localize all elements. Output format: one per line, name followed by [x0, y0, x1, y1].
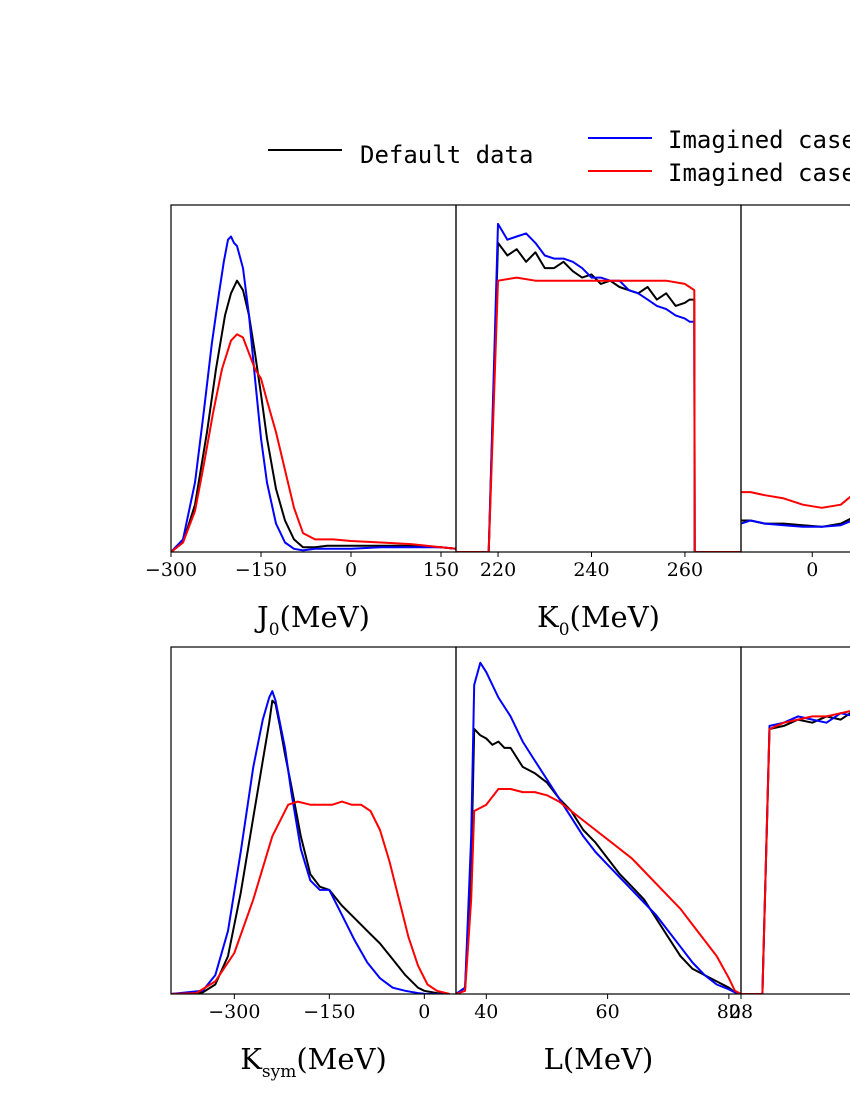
series-group	[741, 710, 850, 994]
series-group	[171, 690, 450, 994]
series-line-1	[456, 728, 741, 994]
x-axis-label: Ksym(MeV)	[240, 1042, 387, 1082]
x-tick-label: −150	[235, 559, 287, 581]
x-tick-label: −300	[145, 559, 197, 581]
series-line-2	[741, 712, 850, 994]
x-axis-label: K0(MeV)	[537, 600, 660, 640]
legend-label: Imagined case	[668, 126, 850, 154]
series-line-3	[456, 788, 741, 994]
plot-frame	[740, 646, 850, 995]
series-line-2	[456, 661, 741, 994]
series-line-3	[456, 276, 741, 552]
series-line-2	[741, 519, 850, 528]
panel-3: 0Jsym	[740, 204, 850, 581]
x-tick-label: 80	[717, 1001, 741, 1023]
series-line-3	[741, 491, 850, 509]
series-line-1	[171, 699, 450, 994]
x-tick-label: 240	[573, 559, 609, 581]
series-group	[171, 235, 456, 552]
x-tick-label: −300	[208, 1001, 260, 1023]
series-line-2	[456, 222, 741, 552]
plot-frame	[455, 204, 742, 553]
series-group	[456, 661, 741, 994]
series-line-1	[171, 279, 456, 552]
series-line-3	[741, 710, 850, 994]
x-tick-label: 0	[418, 1001, 430, 1023]
series-group	[741, 491, 850, 528]
series-line-1	[741, 517, 850, 528]
x-axis-label: L(MeV)	[544, 1042, 654, 1076]
legend-item: Imagined case	[588, 159, 850, 187]
panel-5: 40 60 80 L(MeV)	[455, 646, 742, 1076]
legend-label: Default data	[360, 141, 533, 169]
x-tick-label: 40	[474, 1001, 498, 1023]
x-tick-label: 0	[806, 559, 818, 581]
series-line-1	[456, 241, 741, 552]
series-line-3	[171, 333, 456, 552]
legend-item: Default data	[268, 141, 533, 169]
plot-frame	[170, 646, 457, 995]
x-tick-label: 0	[345, 559, 357, 581]
legend: Default data Imagined case Imagined case	[268, 126, 850, 187]
plot-grid: −300 −150 0 150 J0(MeV) 220 240 260 K0(MeV) 0Jsym…	[145, 204, 850, 1082]
series-line-2	[171, 235, 456, 552]
plot-frame	[740, 204, 850, 553]
x-axis-label: J0(MeV)	[254, 600, 370, 640]
panel-6: 28Esym(	[729, 646, 850, 1023]
x-tick-label: 60	[596, 1001, 620, 1023]
series-line-2	[171, 690, 450, 994]
x-tick-label: −150	[303, 1001, 355, 1023]
x-tick-label: 150	[423, 559, 459, 581]
panel-1: −300 −150 0 150 J0(MeV)	[145, 204, 459, 640]
x-tick-label: 220	[480, 559, 516, 581]
legend-item: Imagined case	[588, 126, 850, 154]
series-line-3	[171, 800, 450, 994]
series-group	[456, 222, 741, 552]
panel-2: 220 240 260 K0(MeV)	[455, 204, 742, 640]
series-line-1	[741, 712, 850, 994]
x-tick-label: 260	[667, 559, 703, 581]
panel-4: −300 −150 0 Ksym(MeV)	[170, 646, 457, 1082]
legend-label: Imagined case	[668, 159, 850, 187]
x-tick-label: 28	[729, 1001, 753, 1023]
